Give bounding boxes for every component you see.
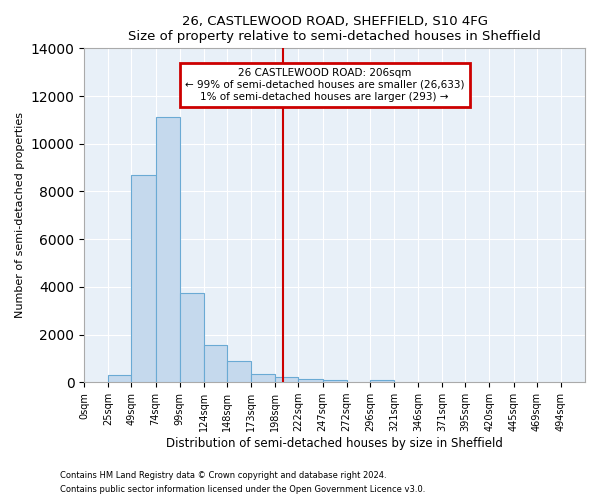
Bar	[370, 380, 394, 382]
Bar	[323, 380, 347, 382]
Bar	[204, 346, 227, 382]
Bar	[298, 378, 323, 382]
Bar	[275, 378, 298, 382]
Text: Contains public sector information licensed under the Open Government Licence v3: Contains public sector information licen…	[60, 486, 425, 494]
Bar	[131, 174, 155, 382]
Bar	[227, 361, 251, 382]
Bar	[179, 293, 204, 382]
Text: 26 CASTLEWOOD ROAD: 206sqm
← 99% of semi-detached houses are smaller (26,633)
1%: 26 CASTLEWOOD ROAD: 206sqm ← 99% of semi…	[185, 68, 464, 102]
Bar	[108, 375, 131, 382]
Bar	[155, 118, 179, 382]
Title: 26, CASTLEWOOD ROAD, SHEFFIELD, S10 4FG
Size of property relative to semi-detach: 26, CASTLEWOOD ROAD, SHEFFIELD, S10 4FG …	[128, 15, 541, 43]
Bar	[251, 374, 275, 382]
Y-axis label: Number of semi-detached properties: Number of semi-detached properties	[15, 112, 25, 318]
X-axis label: Distribution of semi-detached houses by size in Sheffield: Distribution of semi-detached houses by …	[166, 437, 503, 450]
Text: Contains HM Land Registry data © Crown copyright and database right 2024.: Contains HM Land Registry data © Crown c…	[60, 470, 386, 480]
